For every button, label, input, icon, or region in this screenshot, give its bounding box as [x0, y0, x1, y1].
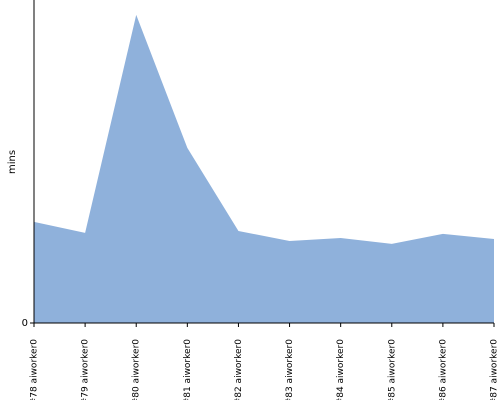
x-tick-label: #86 aiworker0: [438, 339, 448, 400]
x-tick-label: #83 aiworker0: [285, 339, 295, 400]
x-tick-label: #87 aiworker0: [490, 339, 500, 400]
y-tick-label: 0: [22, 318, 28, 329]
x-tick-label: #82 aiworker0: [234, 339, 244, 400]
x-tick-label: #85 aiworker0: [387, 339, 397, 400]
x-tick-label: #81 aiworker0: [183, 339, 193, 400]
x-tick-label: #84 aiworker0: [336, 339, 346, 400]
x-tick-label: #79 aiworker0: [81, 339, 91, 400]
x-tick-label: #78 aiworker0: [30, 339, 40, 400]
area: [34, 14, 494, 323]
y-axis-label: mins: [7, 150, 18, 174]
x-tick-label: #80 aiworker0: [132, 339, 142, 400]
